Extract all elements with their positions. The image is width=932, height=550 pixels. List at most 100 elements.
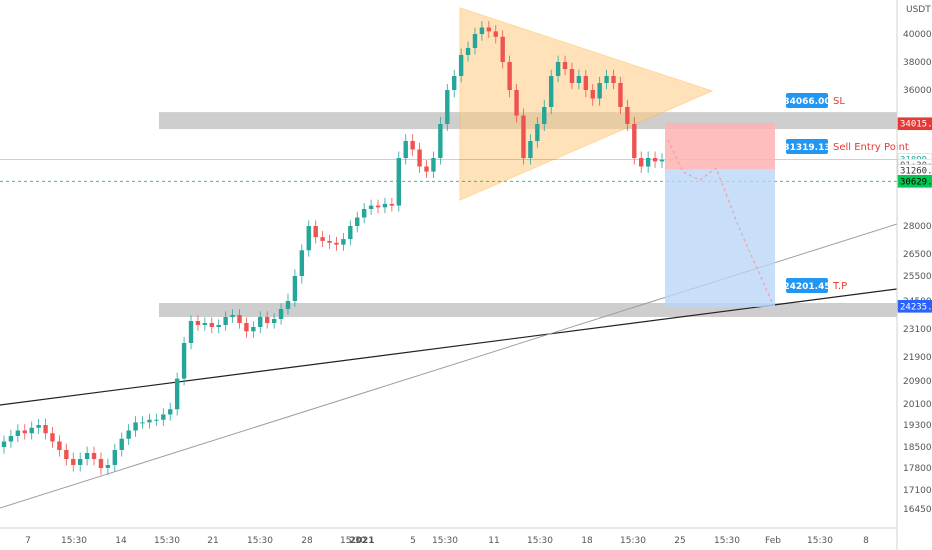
candle-body xyxy=(188,321,194,343)
x-tick-label: 15:30 xyxy=(714,536,740,546)
candle-body xyxy=(244,323,249,332)
labels-layer: 34066.00 SL 31319.13 Sell Entry Point 24201.… xyxy=(783,93,909,293)
candle-body xyxy=(590,90,595,99)
candle-body xyxy=(486,27,492,32)
candle-body xyxy=(445,90,450,124)
candle-body xyxy=(652,158,658,162)
candle-body xyxy=(174,378,180,410)
sl-callout-value: 34066.00 xyxy=(783,97,830,107)
candle-body xyxy=(618,83,623,107)
candle-body xyxy=(271,319,277,323)
take-profit-zone xyxy=(665,169,775,307)
stop-loss-zone xyxy=(665,122,775,170)
candle-body xyxy=(431,158,436,172)
candle-body xyxy=(154,419,159,421)
candle-body xyxy=(403,141,408,158)
candle-body xyxy=(507,62,512,90)
tp-callout-box xyxy=(786,278,828,293)
candle-body xyxy=(105,465,111,468)
candle-body xyxy=(278,309,284,319)
candle-body xyxy=(639,158,644,167)
candle-body xyxy=(389,203,395,206)
x-tick-label: 15:30 xyxy=(154,536,180,546)
candle-body xyxy=(91,453,97,459)
price-tag-text: 31260.99 xyxy=(900,167,932,177)
candle-body xyxy=(230,315,235,317)
candle-body xyxy=(569,69,575,83)
price-axis: 40000.00 38000.00 36000.00 28000.00 26500.00… xyxy=(897,30,932,515)
candle-body xyxy=(514,90,519,116)
y-tick-label: 20100.00 xyxy=(903,400,932,410)
y-tick-label: 38000.00 xyxy=(903,58,932,68)
candle-body xyxy=(382,203,388,208)
candle-body xyxy=(29,427,34,434)
candle-body xyxy=(348,226,353,240)
candle-body xyxy=(479,27,485,34)
x-tick-label: 11 xyxy=(488,536,499,546)
position-layer xyxy=(665,122,775,307)
candle-body xyxy=(341,239,346,245)
support-trendline xyxy=(0,288,898,406)
candle-body xyxy=(632,124,637,158)
candle-body xyxy=(465,48,471,55)
candle-body xyxy=(202,323,208,325)
price-tag-text: 34015.59 xyxy=(900,120,932,130)
candle-body xyxy=(417,149,422,167)
x-tick-label: 15:30 xyxy=(340,536,366,546)
candle-body xyxy=(258,317,263,327)
candle-body xyxy=(195,321,201,325)
candle-body xyxy=(64,450,69,459)
y-tick-label: 18500.00 xyxy=(903,443,932,453)
x-tick-label: 18 xyxy=(581,536,593,546)
candle-body xyxy=(645,158,651,167)
price-tag xyxy=(897,117,932,131)
candle-body xyxy=(334,242,339,245)
candle-body xyxy=(36,425,41,428)
candle-body xyxy=(43,425,48,434)
candle-body xyxy=(410,141,415,150)
candle-body xyxy=(555,62,561,76)
y-tick-label: 23100.00 xyxy=(903,325,932,335)
candle-body xyxy=(306,226,311,251)
candle-body xyxy=(313,226,318,238)
candle-body xyxy=(368,205,374,209)
candle-body xyxy=(528,141,533,158)
candle-body xyxy=(126,430,131,439)
y-tick-label: 26500.00 xyxy=(903,250,932,260)
tp-annotation: T.P xyxy=(832,281,847,292)
candle-body xyxy=(98,459,104,468)
y-tick-label: 17100.00 xyxy=(903,486,932,496)
candle-body xyxy=(542,107,547,124)
x-tick-label: 15:30 xyxy=(807,536,833,546)
candle-body xyxy=(223,317,228,325)
tp-callout-value: 24201.45 xyxy=(783,282,830,292)
x-tick-label: 28 xyxy=(301,536,313,546)
y-tick-label: 21900.00 xyxy=(903,353,932,363)
candle-body xyxy=(84,453,90,459)
candle-body xyxy=(285,301,291,309)
candle-body xyxy=(57,441,62,450)
price-tag-text: 30629.40 xyxy=(900,177,932,187)
sl-callout-box xyxy=(786,93,828,108)
candle-body xyxy=(458,55,464,76)
candle-body xyxy=(50,433,55,442)
candle-body xyxy=(452,76,457,90)
candle-body xyxy=(237,315,242,323)
candle-body xyxy=(396,158,401,206)
candle-body xyxy=(548,76,554,107)
entry-callout-box xyxy=(786,139,828,154)
x-tick-label: 8 xyxy=(863,536,869,546)
candle-body xyxy=(320,237,325,241)
y-tick-label: 20900.00 xyxy=(903,377,932,387)
x-tick-label: 25 xyxy=(674,536,685,546)
price-tag-text: 24235.38 xyxy=(900,302,932,312)
candle-body xyxy=(535,124,540,141)
y-tick-label: 19300.00 xyxy=(903,421,932,431)
candle-body xyxy=(438,124,443,158)
candle-body xyxy=(8,436,14,442)
support-resistance-zone xyxy=(159,303,897,317)
candle-body xyxy=(292,276,298,301)
x-tick-label: 14 xyxy=(115,536,127,546)
candle-body xyxy=(216,325,221,327)
